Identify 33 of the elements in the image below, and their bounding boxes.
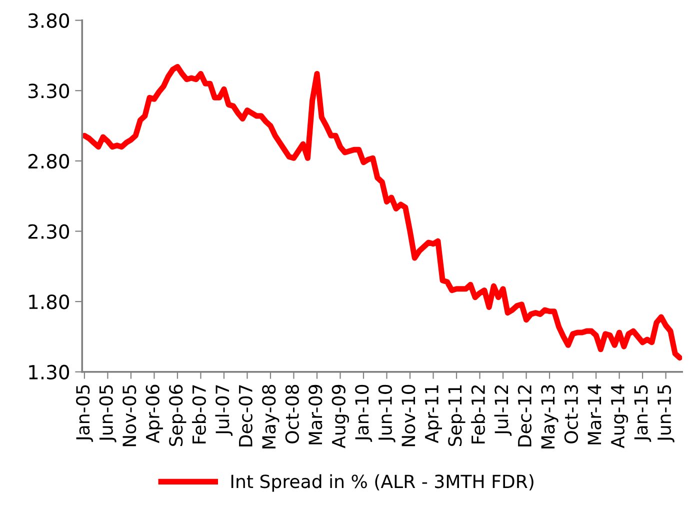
x-tick-label: Jan-15 <box>634 385 652 442</box>
x-tick-label: Feb-07 <box>192 385 206 444</box>
x-tick-label: May-13 <box>541 385 558 448</box>
y-tick-label: 3.30 <box>28 84 70 98</box>
x-tick-label: Oct-13 <box>564 385 578 444</box>
x-tick-label: Jun-10 <box>378 384 396 442</box>
x-tick-label: Aug-09 <box>332 384 349 448</box>
x-tick-label: May-08 <box>262 384 280 448</box>
x-tick-label: Jul-12 <box>494 385 512 436</box>
x-tick-label: Sep-11 <box>448 385 466 446</box>
legend-label: Int Spread in % (ALR - 3MTH FDR) <box>231 474 534 492</box>
y-tick-label: 2.30 <box>28 224 70 239</box>
x-tick-label: Jan-05 <box>76 385 94 442</box>
y-tick-label: 3.80 <box>28 13 70 28</box>
x-tick-label: Jun-05 <box>99 385 116 442</box>
x-tick-label: Feb-12 <box>471 385 486 444</box>
x-tick-label: Jun-15 <box>658 385 674 442</box>
x-tick-label: Apr-11 <box>425 385 442 444</box>
x-tick-label: Jan-10 <box>355 384 372 442</box>
x-tick-label: Jul-07 <box>215 385 233 436</box>
y-tick-label: 2.80 <box>28 154 70 169</box>
x-tick-label: Mar-14 <box>588 384 602 444</box>
x-tick-label: Nov-05 <box>122 385 136 446</box>
x-tick-label: Dec-07 <box>238 385 252 446</box>
y-tick-label: 1.30 <box>29 364 70 380</box>
x-tick-label: Nov-10 <box>402 384 416 446</box>
x-tick-label: Mar-09 <box>308 384 322 444</box>
x-tick-label: Sep-06 <box>169 384 186 446</box>
y-tick-label: 1.80 <box>29 294 70 310</box>
x-tick-label: Oct-08 <box>285 384 299 444</box>
x-tick-label: Dec-12 <box>518 385 532 446</box>
x-tick-label: Aug-14 <box>611 384 628 448</box>
x-tick-label: Apr-06 <box>146 384 163 444</box>
